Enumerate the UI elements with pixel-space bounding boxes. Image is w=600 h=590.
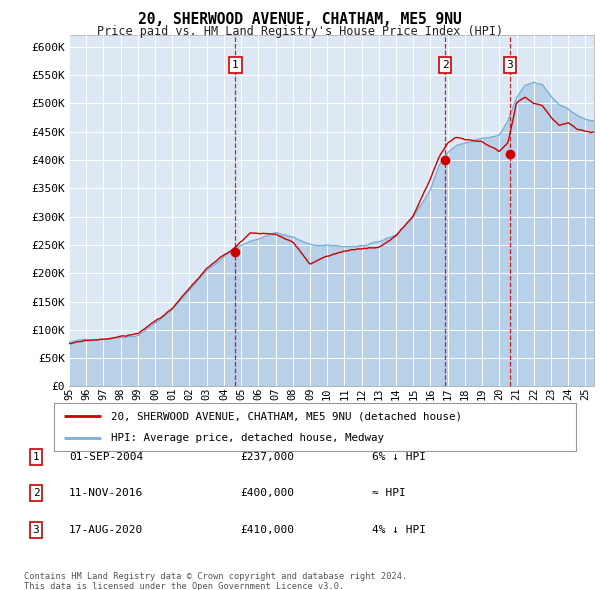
Text: HPI: Average price, detached house, Medway: HPI: Average price, detached house, Medw… (112, 433, 385, 443)
Text: 01-SEP-2004: 01-SEP-2004 (69, 452, 143, 461)
Text: 3: 3 (32, 525, 40, 535)
Text: 17-AUG-2020: 17-AUG-2020 (69, 525, 143, 535)
Text: £400,000: £400,000 (240, 489, 294, 498)
Text: This data is licensed under the Open Government Licence v3.0.: This data is licensed under the Open Gov… (24, 582, 344, 590)
Text: 2: 2 (442, 60, 449, 70)
Text: Price paid vs. HM Land Registry's House Price Index (HPI): Price paid vs. HM Land Registry's House … (97, 25, 503, 38)
Text: 1: 1 (232, 60, 239, 70)
Text: 2: 2 (32, 489, 40, 498)
Text: ≈ HPI: ≈ HPI (372, 489, 406, 498)
Text: 20, SHERWOOD AVENUE, CHATHAM, ME5 9NU (detached house): 20, SHERWOOD AVENUE, CHATHAM, ME5 9NU (d… (112, 411, 463, 421)
Text: £410,000: £410,000 (240, 525, 294, 535)
Text: 20, SHERWOOD AVENUE, CHATHAM, ME5 9NU: 20, SHERWOOD AVENUE, CHATHAM, ME5 9NU (138, 12, 462, 27)
Text: 4% ↓ HPI: 4% ↓ HPI (372, 525, 426, 535)
Text: 1: 1 (32, 452, 40, 461)
Text: Contains HM Land Registry data © Crown copyright and database right 2024.: Contains HM Land Registry data © Crown c… (24, 572, 407, 581)
Text: 11-NOV-2016: 11-NOV-2016 (69, 489, 143, 498)
Text: 3: 3 (506, 60, 514, 70)
Text: £237,000: £237,000 (240, 452, 294, 461)
Text: 6% ↓ HPI: 6% ↓ HPI (372, 452, 426, 461)
